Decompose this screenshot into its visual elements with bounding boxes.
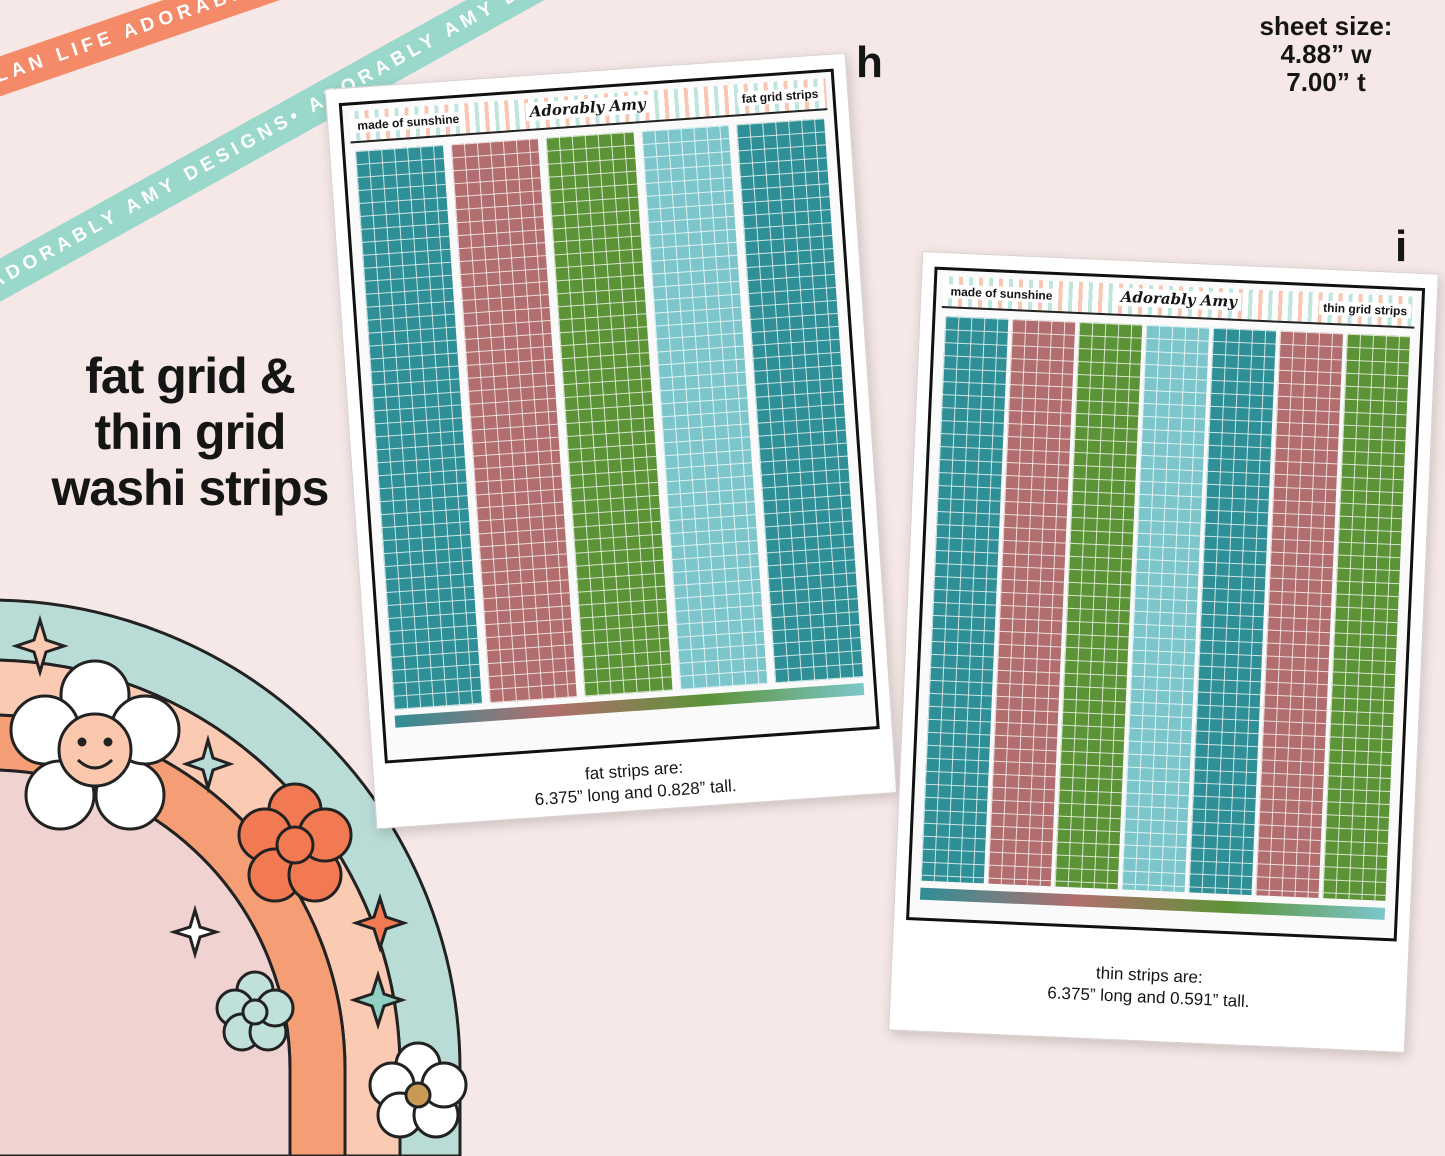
sheet-size-height: 7.00” t: [1286, 67, 1366, 97]
sheet-i-strips: [920, 316, 1410, 901]
sheet-h-letter: h: [856, 38, 883, 87]
white-flower-icon: [368, 1041, 468, 1139]
sparkle-icon-orange: [351, 893, 409, 953]
sheet-i-logo: Adorably Amy: [1116, 287, 1242, 312]
sheet-h-strips: [355, 118, 864, 710]
sheet-h-frame: made of sunshine Adorably Amy fat grid s…: [338, 68, 880, 764]
rainbow-illustration: [0, 598, 468, 1156]
sheet-i-letter: i: [1395, 222, 1408, 271]
sheet-i-header-left: made of sunshine: [946, 284, 1057, 303]
teal-flower-icon: [215, 970, 295, 1052]
smiley-flower-icon: [9, 659, 181, 831]
sheet-i-caption: thin strips are: 6.375” long and 0.591” …: [891, 953, 1407, 1019]
sheet-size-info: sheet size: 4.88” w 7.00” t: [1241, 12, 1411, 96]
sheet-h-header-right: fat grid strips: [737, 86, 823, 107]
sticker-sheet-h: made of sunshine Adorably Amy fat grid s…: [324, 52, 898, 830]
sparkle-icon-teal: [349, 970, 407, 1030]
title-line-2: thin grid: [94, 404, 287, 460]
sheet-h-logo: Adorably Amy: [525, 94, 651, 122]
sparkle-icon-mid: [181, 734, 235, 794]
sheet-i-frame: made of sunshine Adorably Amy thin grid …: [906, 266, 1426, 942]
title-line-3: washi strips: [51, 460, 330, 516]
title-line-1: fat grid &: [85, 348, 295, 404]
sheet-i-header-right: thin grid strips: [1318, 300, 1412, 319]
sheet-size-heading: sheet size:: [1259, 11, 1393, 41]
sparkle-icon-top: [11, 614, 69, 678]
sheet-size-width: 4.88” w: [1280, 39, 1372, 69]
product-title: fat grid & thin grid washi strips: [20, 348, 360, 516]
orange-flower-icon: [237, 782, 353, 903]
sparkle-icon-white: [168, 904, 222, 960]
sticker-sheet-i: made of sunshine Adorably Amy thin grid …: [888, 251, 1439, 1053]
sheet-h-header-left: made of sunshine: [352, 111, 464, 134]
